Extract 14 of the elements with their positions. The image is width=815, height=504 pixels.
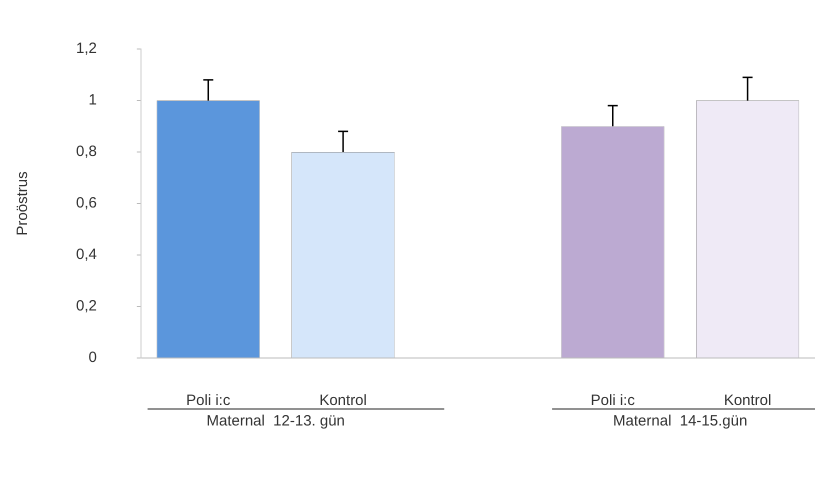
y-tick-label: 0 (88, 349, 97, 366)
x-tick-label: Poli i:c (186, 392, 231, 410)
y-tick-label: 0,8 (76, 143, 97, 160)
text: Maternal 14-15.gün (613, 412, 748, 430)
x-tick-label: Kontrol (319, 392, 367, 410)
y-tick-label: 1,2 (76, 40, 97, 58)
y-tick-label: 0,2 (76, 298, 97, 315)
text: Maternal 12-13. gün (206, 412, 345, 430)
x-tick-label: Poli i:c (590, 392, 636, 410)
y-tick-label: 0,6 (76, 194, 97, 212)
y-tick-label: 1 (88, 92, 97, 109)
y-axis-title: Proöstrus (14, 171, 32, 236)
y-tick-label: 0,4 (76, 246, 97, 264)
x-tick-label: Kontrol (724, 392, 772, 410)
